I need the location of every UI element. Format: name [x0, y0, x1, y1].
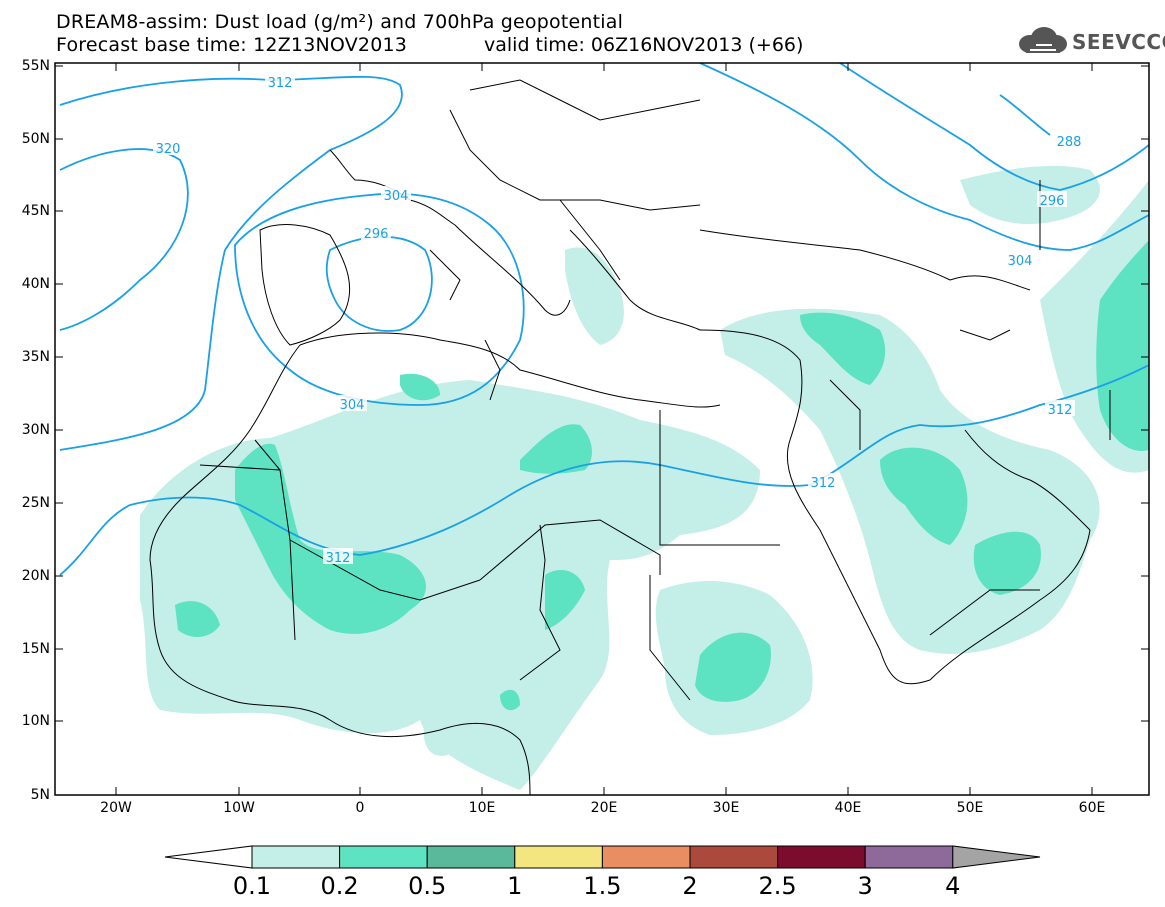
colorbar-label: 0.5: [408, 872, 447, 900]
contour-label-bg: [1045, 400, 1075, 416]
lat-label: 45N: [21, 203, 50, 219]
colorbar-label: 4: [945, 872, 961, 900]
colorbar-label: 3: [857, 872, 873, 900]
map-frame: [54, 62, 1150, 796]
colorbar-label: 0.2: [320, 872, 359, 900]
map-title: DREAM8-assim: Dust load (g/m²) and 700hP…: [56, 11, 624, 33]
lat-label: 10N: [21, 713, 50, 729]
contour-label-bg: [153, 139, 183, 155]
contour-label: 288: [1057, 135, 1082, 150]
contour-label-bg: [361, 224, 391, 240]
axis-ticks: [55, 63, 1149, 796]
lon-label: 10W: [223, 800, 255, 816]
coastlines-and-borders: [149, 79, 1111, 795]
contour-label: 312: [811, 476, 836, 491]
contour-label-bg: [323, 548, 353, 564]
colorbar-label: 2.5: [758, 872, 797, 900]
lon-label: 20W: [100, 800, 132, 816]
logo-text: SEEVCCC: [1072, 30, 1165, 54]
lon-label: 10E: [468, 800, 496, 816]
colorbar-segment: [601, 845, 691, 869]
lat-label: 30N: [21, 422, 50, 438]
colorbar-label: 1: [507, 872, 523, 900]
contour-label: 296: [1040, 194, 1065, 209]
contour-label: 320: [156, 142, 181, 157]
colorbar-min-arrow: [164, 845, 253, 869]
cloud-icon: [1019, 27, 1067, 53]
colorbar-segment: [777, 845, 866, 869]
colorbar-segment: [864, 845, 954, 869]
colorbar-segment: [514, 845, 603, 869]
colorbar-segment: [339, 845, 428, 869]
lon-label: 20E: [590, 800, 618, 816]
contour-label-bg: [1005, 251, 1035, 267]
lat-label: 15N: [21, 641, 50, 657]
contour-label-bg: [265, 73, 295, 89]
lon-label: 0: [355, 800, 365, 816]
lon-label: 50E: [956, 800, 984, 816]
contour-label-bg: [337, 395, 367, 411]
contour-label: 304: [340, 398, 365, 413]
colorbar-label: 2: [682, 872, 698, 900]
contour-label: 304: [1008, 254, 1033, 269]
lat-label: 5N: [30, 787, 50, 803]
lon-label: 30E: [712, 800, 740, 816]
lon-label: 40E: [834, 800, 862, 816]
contour-label-bg: [381, 186, 411, 202]
contour-label: 312: [1048, 403, 1073, 418]
lat-label: 35N: [21, 349, 50, 365]
lon-label: 60E: [1078, 800, 1106, 816]
map-area: [59, 63, 1149, 795]
contour-labels: 312 320 304 296 304 312 312 312 288 296 304: [153, 73, 1084, 566]
colorbar-label: 0.1: [232, 872, 272, 900]
seevccc-logo: SEEVCCC: [1016, 26, 1165, 60]
lat-label: 40N: [21, 276, 50, 292]
valid-time: valid time: 06Z16NOV2013 (+66): [484, 34, 804, 56]
contour-label-bg: [1037, 191, 1067, 207]
contour-label-bg: [1054, 132, 1084, 148]
contour-label-bg: [808, 473, 838, 489]
contour-label: 296: [364, 227, 389, 242]
contour-label: 312: [326, 551, 351, 566]
colorbar-label: 1.5: [583, 872, 622, 900]
lat-label: 20N: [21, 568, 50, 584]
contour-label: 312: [268, 76, 293, 91]
contour-label: 304: [384, 189, 409, 204]
lat-label: 25N: [21, 495, 50, 511]
dust-load-0.1-shading: [140, 165, 1149, 790]
colorbar-segment: [689, 845, 779, 869]
colorbar: [164, 845, 1041, 869]
lat-label: 55N: [21, 58, 50, 74]
colorbar-max-arrow: [952, 845, 1041, 869]
geopotential-contours: [59, 63, 1149, 576]
colorbar-segment: [426, 845, 516, 869]
colorbar-segment: [251, 845, 341, 869]
forecast-base-time: Forecast base time: 12Z13NOV2013: [56, 34, 408, 56]
lat-label: 50N: [21, 131, 50, 147]
